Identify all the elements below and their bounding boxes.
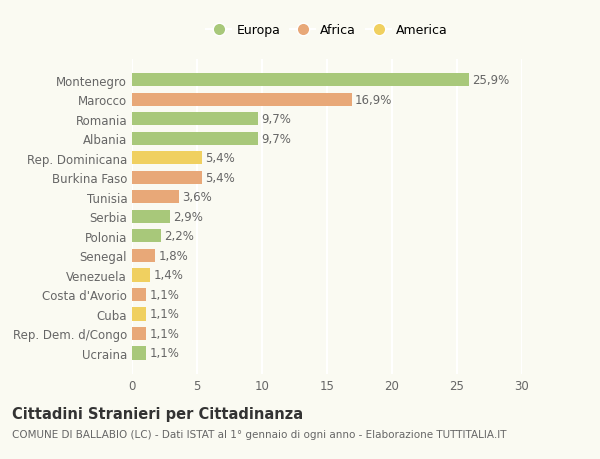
Text: 3,6%: 3,6% [182,191,212,204]
Bar [132,308,146,321]
Text: 9,7%: 9,7% [262,133,291,146]
Bar [132,152,202,165]
Bar [132,113,258,126]
Bar [132,132,258,146]
Text: 1,8%: 1,8% [158,249,188,262]
Bar [132,171,202,185]
Bar [132,191,179,204]
Text: 1,4%: 1,4% [154,269,184,282]
Text: 2,9%: 2,9% [173,210,203,224]
Text: 25,9%: 25,9% [472,74,509,87]
Bar [132,249,155,263]
Text: 2,2%: 2,2% [164,230,194,243]
Text: 5,4%: 5,4% [205,152,235,165]
Text: 9,7%: 9,7% [262,113,291,126]
Legend: Europa, Africa, America: Europa, Africa, America [204,22,450,40]
Bar [132,230,161,243]
Text: 1,1%: 1,1% [149,288,179,301]
Text: Cittadini Stranieri per Cittadinanza: Cittadini Stranieri per Cittadinanza [12,406,303,421]
Text: 16,9%: 16,9% [355,94,392,106]
Text: 1,1%: 1,1% [149,308,179,321]
Bar [132,269,150,282]
Text: 1,1%: 1,1% [149,327,179,340]
Text: 1,1%: 1,1% [149,347,179,360]
Bar [132,210,170,224]
Bar [132,347,146,360]
Bar [132,94,352,106]
Bar [132,288,146,302]
Text: COMUNE DI BALLABIO (LC) - Dati ISTAT al 1° gennaio di ogni anno - Elaborazione T: COMUNE DI BALLABIO (LC) - Dati ISTAT al … [12,429,506,439]
Bar [132,327,146,340]
Text: 5,4%: 5,4% [205,172,235,185]
Bar [132,74,469,87]
